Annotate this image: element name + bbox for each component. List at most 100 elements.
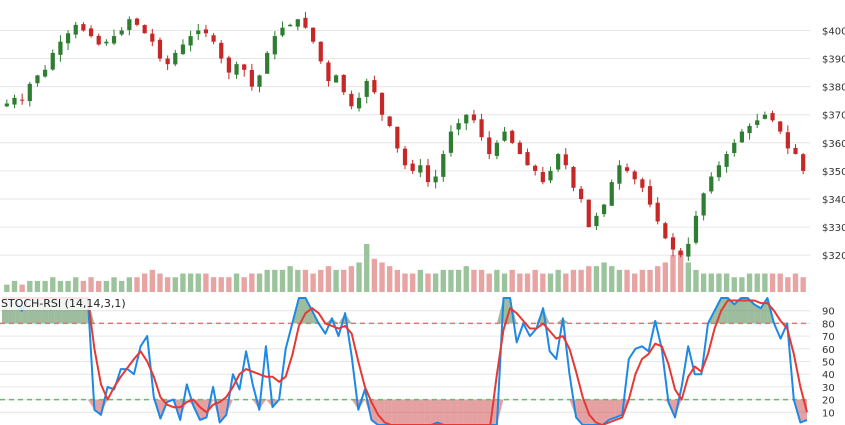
- volume-bar: [448, 269, 454, 292]
- volume-bar: [785, 277, 791, 292]
- candle-body: [272, 36, 277, 55]
- candle-body: [142, 25, 147, 34]
- oversold-fill: [595, 399, 603, 425]
- volume-bar: [187, 273, 194, 292]
- volume-bar: [716, 273, 722, 292]
- volume-bar: [249, 273, 255, 292]
- volume-bar: [4, 284, 10, 292]
- candle-body: [349, 93, 354, 107]
- volume-bar: [80, 280, 87, 292]
- oversold-fill: [444, 399, 451, 425]
- price-tick-label: $370: [822, 111, 845, 122]
- volume-bar: [57, 280, 64, 292]
- oversold-fill: [477, 399, 484, 425]
- oversold-fill: [180, 399, 187, 420]
- volume-bar: [11, 280, 18, 292]
- stoch-rsi-signal-line: [2, 297, 808, 425]
- candle-body: [471, 114, 477, 121]
- volume-bar: [164, 277, 171, 292]
- overbought-fill: [562, 318, 570, 324]
- candle-body: [494, 142, 499, 156]
- oversold-fill: [450, 399, 458, 425]
- candle-body: [693, 215, 699, 243]
- volume-bar: [486, 273, 492, 292]
- volume-bar: [279, 269, 286, 292]
- candle-body: [563, 154, 568, 166]
- candle-body: [127, 19, 132, 31]
- oscillator-threshold-lines: [0, 322, 810, 401]
- overbought-fill: [734, 298, 742, 324]
- oversold-fill: [87, 399, 95, 410]
- candle-body: [502, 131, 507, 141]
- volume-bar: [157, 273, 163, 292]
- oscillator-tick-label: 10: [822, 408, 835, 419]
- volume-bar: [800, 277, 806, 292]
- oversold-fill: [404, 399, 412, 425]
- candle-body: [755, 120, 760, 125]
- candle-body: [58, 41, 63, 55]
- volume-bar: [632, 273, 638, 292]
- price-axis: $320 $330 $340 $350 $360 $370 $380 $390 $400: [822, 26, 845, 262]
- candle-body: [318, 41, 323, 62]
- candle-body: [716, 165, 722, 178]
- volume-bar: [455, 269, 462, 292]
- candle-body: [35, 75, 40, 84]
- candle-body: [242, 64, 247, 70]
- volume-bar: [356, 262, 362, 292]
- candle-body: [732, 142, 737, 154]
- candle-body: [410, 163, 415, 171]
- candle-body: [510, 130, 515, 143]
- candle-body: [418, 165, 423, 173]
- volume-bar: [111, 277, 117, 292]
- volume-bar: [746, 273, 753, 292]
- volume-bar: [616, 269, 623, 292]
- oscillator-tick-label: 60: [822, 345, 835, 356]
- candle-body: [65, 33, 71, 44]
- candle-body: [770, 113, 775, 121]
- candle-body: [517, 142, 522, 155]
- oversold-fill: [483, 399, 491, 425]
- candle-body: [479, 119, 484, 138]
- candle-body: [111, 36, 117, 44]
- oscillator-lines: [2, 297, 808, 425]
- volume-bar: [777, 273, 783, 292]
- volume-bar: [409, 273, 416, 292]
- volume-bar: [27, 280, 33, 292]
- candle-body: [311, 27, 316, 42]
- oversold-fill: [615, 399, 623, 418]
- candle-body: [157, 39, 163, 59]
- volume-bar: [180, 273, 186, 292]
- candle-body: [234, 64, 239, 75]
- volume-bar: [463, 266, 469, 292]
- volume-bar: [509, 269, 515, 292]
- volume-bar: [708, 273, 714, 292]
- candle-body: [663, 223, 668, 239]
- volume-bar: [302, 269, 309, 292]
- volume-bar: [371, 258, 378, 292]
- stoch-rsi-oscillator-line: [2, 297, 808, 425]
- oversold-fill: [609, 399, 616, 420]
- volume-bar: [210, 277, 217, 292]
- candle-body: [372, 80, 377, 93]
- overbought-fill: [760, 298, 768, 324]
- volume-bar: [670, 255, 676, 292]
- oversold-fill: [417, 399, 425, 425]
- volume-bar: [570, 269, 577, 292]
- candle-body: [724, 154, 729, 167]
- volume-bar: [241, 277, 247, 292]
- candle-body: [686, 243, 691, 257]
- volume-bar: [73, 277, 79, 292]
- volume-bar: [739, 277, 745, 292]
- volume-bar: [379, 262, 385, 292]
- candle-body: [778, 121, 783, 132]
- oversold-fill: [364, 399, 372, 420]
- oversold-fill: [470, 399, 478, 425]
- volume-bar: [233, 273, 240, 292]
- legend-background: [0, 296, 112, 310]
- candle-body: [265, 52, 270, 74]
- overbought-fill: [648, 320, 656, 324]
- candle-body: [601, 204, 607, 215]
- candle-body: [188, 36, 193, 46]
- price-tick-label: $330: [822, 223, 845, 234]
- volume-bar: [42, 280, 48, 292]
